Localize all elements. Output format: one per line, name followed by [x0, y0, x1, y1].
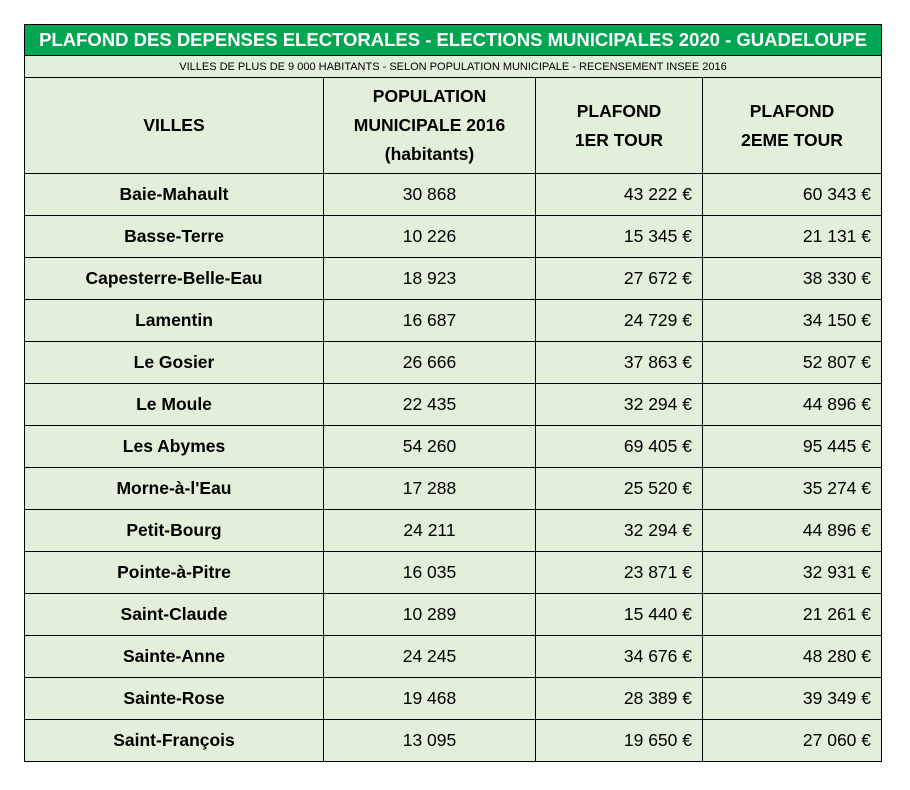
header-population-line1: POPULATION: [372, 86, 487, 106]
cell-ville: Pointe-à-Pitre: [24, 551, 324, 594]
header-villes: VILLES: [24, 77, 324, 174]
cell-ville: Saint-François: [24, 719, 324, 762]
header-tour1-line2: 1ER TOUR: [574, 129, 664, 150]
cell-plafond-2eme-tour: 95 445 €: [701, 425, 883, 468]
cell-plafond-2eme-tour: 35 274 €: [701, 467, 883, 510]
header-population-line2: MUNICIPALE 2016: [353, 115, 506, 135]
cell-plafond-1er-tour: 69 405 €: [535, 425, 703, 468]
table-row: Saint-Claude 10 289 15 440 €21 261 €: [24, 593, 883, 636]
cell-plafond-2eme-tour: 21 261 €: [701, 593, 883, 636]
cell-ville: Basse-Terre: [24, 215, 324, 258]
cell-ville: Le Moule: [24, 383, 324, 426]
header-tour2: PLAFOND 2EME TOUR: [701, 77, 883, 174]
cell-ville: Saint-Claude: [24, 593, 324, 636]
table-row: Saint-François 13 095 19 650 €27 060 €: [24, 719, 883, 762]
cell-ville: Lamentin: [24, 299, 324, 342]
cell-ville: Le Gosier: [24, 341, 324, 384]
cell-ville: Les Abymes: [24, 425, 324, 468]
cell-ville: Petit-Bourg: [24, 509, 324, 552]
cell-plafond-1er-tour: 28 389 €: [535, 677, 703, 720]
cell-population: 30 868: [323, 173, 536, 216]
table-row: Les Abymes 54 260 69 405 €95 445 €: [24, 425, 883, 468]
subtitle-row: VILLES DE PLUS DE 9 000 HABITANTS - SELO…: [23, 55, 883, 78]
cell-plafond-2eme-tour: 60 343 €: [701, 173, 883, 216]
table-row: Sainte-Rose 19 468 28 389 €39 349 €: [24, 677, 883, 720]
cell-population: 10 226: [323, 215, 536, 258]
cell-plafond-1er-tour: 32 294 €: [535, 509, 703, 552]
cell-population: 26 666: [323, 341, 536, 384]
header-population-line3: (habitants): [384, 144, 475, 164]
table-row: Petit-Bourg 24 211 32 294 €44 896 €: [24, 509, 883, 552]
spreadsheet: PLAFOND DES DEPENSES ELECTORALES - ELECT…: [23, 24, 883, 762]
cell-ville: Sainte-Anne: [24, 635, 324, 678]
cell-plafond-2eme-tour: 39 349 €: [701, 677, 883, 720]
cell-plafond-1er-tour: 25 520 €: [535, 467, 703, 510]
table-row: Lamentin 16 687 24 729 €34 150 €: [24, 299, 883, 342]
header-tour1-line1: PLAFOND: [576, 100, 662, 121]
cell-population: 16 687: [323, 299, 536, 342]
cell-population: 24 211: [323, 509, 536, 552]
cell-population: 18 923: [323, 257, 536, 300]
cell-plafond-2eme-tour: 48 280 €: [701, 635, 883, 678]
cell-plafond-1er-tour: 32 294 €: [535, 383, 703, 426]
cell-ville: Sainte-Rose: [24, 677, 324, 720]
cell-population: 24 245: [323, 635, 536, 678]
cell-population: 16 035: [323, 551, 536, 594]
table-row: Sainte-Anne 24 245 34 676 €48 280 €: [24, 635, 883, 678]
table-row: Le Gosier 26 666 37 863 €52 807 €: [24, 341, 883, 384]
cell-plafond-2eme-tour: 52 807 €: [701, 341, 883, 384]
cell-population: 10 289: [323, 593, 536, 636]
cell-plafond-2eme-tour: 32 931 €: [701, 551, 883, 594]
cell-plafond-2eme-tour: 44 896 €: [701, 383, 883, 426]
header-tour2-line2: 2EME TOUR: [741, 129, 843, 150]
cell-population: 19 468: [323, 677, 536, 720]
cell-plafond-2eme-tour: 38 330 €: [701, 257, 883, 300]
header-villes-label: VILLES: [143, 115, 205, 135]
table-row: Basse-Terre 10 226 15 345 €21 131 €: [24, 215, 883, 258]
table-row: Baie-Mahault 30 868 43 222 €60 343 €: [24, 173, 883, 216]
cell-plafond-2eme-tour: 27 060 €: [701, 719, 883, 762]
header-tour2-line1: PLAFOND: [749, 100, 835, 121]
cell-ville: Morne-à-l'Eau: [24, 467, 324, 510]
cell-plafond-1er-tour: 27 672 €: [535, 257, 703, 300]
cell-plafond-1er-tour: 34 676 €: [535, 635, 703, 678]
header-population: POPULATION MUNICIPALE 2016 (habitants): [323, 77, 536, 174]
cell-plafond-1er-tour: 24 729 €: [535, 299, 703, 342]
cell-population: 13 095: [323, 719, 536, 762]
cell-plafond-2eme-tour: 44 896 €: [701, 509, 883, 552]
cell-plafond-1er-tour: 43 222 €: [535, 173, 703, 216]
cell-plafond-1er-tour: 23 871 €: [535, 551, 703, 594]
cell-plafond-1er-tour: 37 863 €: [535, 341, 703, 384]
cell-ville: Baie-Mahault: [24, 173, 324, 216]
header-row: VILLES POPULATION MUNICIPALE 2016 (habit…: [24, 77, 883, 174]
cell-ville: Capesterre-Belle-Eau: [24, 257, 324, 300]
cell-population: 17 288: [323, 467, 536, 510]
table-row: Morne-à-l'Eau 17 288 25 520 €35 274 €: [24, 467, 883, 510]
cell-plafond-1er-tour: 15 345 €: [535, 215, 703, 258]
table-row: Capesterre-Belle-Eau 18 923 27 672 €38 330…: [24, 257, 883, 300]
expense-ceiling-table: PLAFOND DES DEPENSES ELECTORALES - ELECT…: [23, 24, 883, 762]
table-row: Pointe-à-Pitre 16 035 23 871 €32 931 €: [24, 551, 883, 594]
cell-plafond-2eme-tour: 21 131 €: [701, 215, 883, 258]
cell-plafond-1er-tour: 15 440 €: [535, 593, 703, 636]
cell-plafond-1er-tour: 19 650 €: [535, 719, 703, 762]
table-row: Le Moule 22 435 32 294 €44 896 €: [24, 383, 883, 426]
cell-plafond-2eme-tour: 34 150 €: [701, 299, 883, 342]
title-row: PLAFOND DES DEPENSES ELECTORALES - ELECT…: [23, 24, 883, 56]
cell-population: 54 260: [323, 425, 536, 468]
table-title: PLAFOND DES DEPENSES ELECTORALES - ELECT…: [23, 24, 883, 56]
cell-population: 22 435: [323, 383, 536, 426]
table-subtitle: VILLES DE PLUS DE 9 000 HABITANTS - SELO…: [23, 55, 883, 78]
header-tour1: PLAFOND 1ER TOUR: [535, 77, 703, 174]
